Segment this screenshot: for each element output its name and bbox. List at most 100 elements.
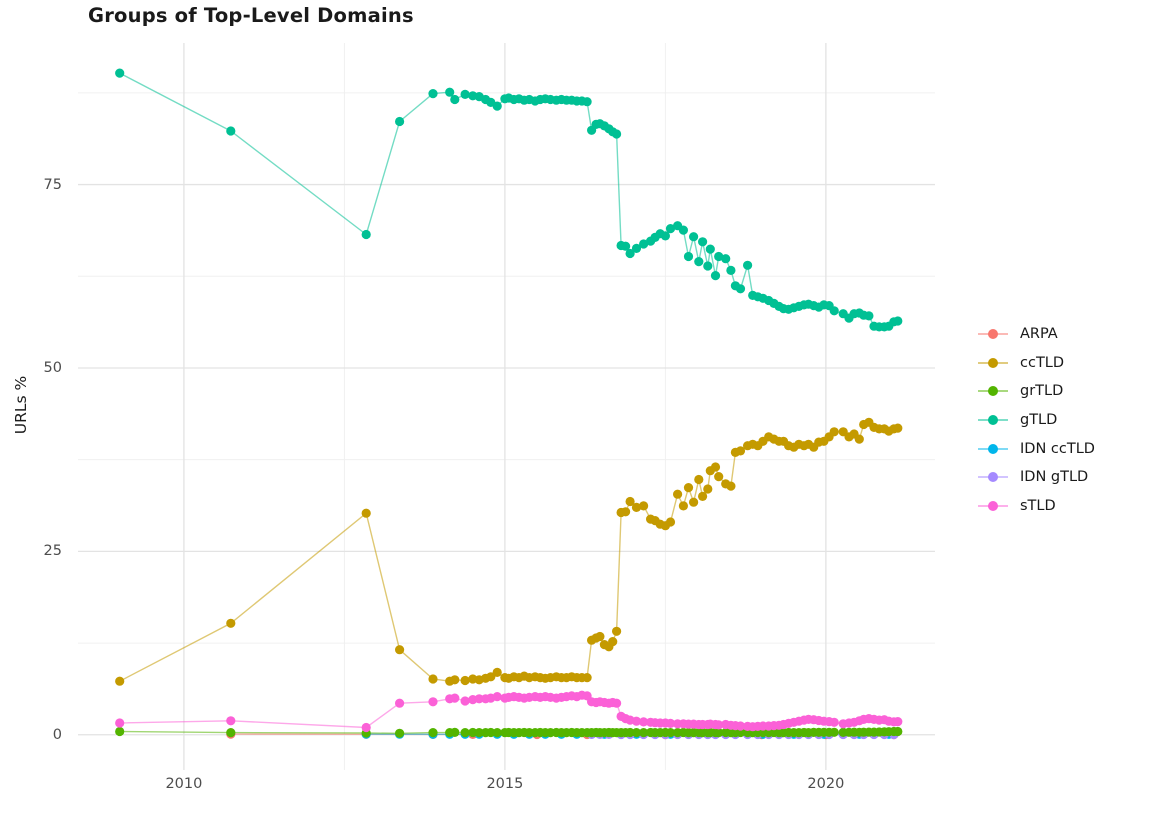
data-point [115, 726, 125, 737]
data-point [665, 517, 676, 527]
data-point [450, 94, 460, 105]
data-point [735, 284, 746, 294]
data-point [450, 693, 460, 703]
data-point [395, 698, 405, 708]
legend-key-icon [978, 384, 1008, 398]
data-point [492, 101, 502, 111]
data-point [665, 718, 676, 729]
data-point [226, 728, 236, 738]
data-point [703, 261, 713, 271]
data-point [612, 626, 622, 636]
y-tick-label: 50 [43, 359, 62, 376]
data-point [683, 251, 694, 262]
data-point [582, 97, 592, 107]
y-axis-title: URLs % [12, 375, 30, 435]
data-point [612, 129, 622, 139]
x-tick-label: 2020 [807, 776, 845, 792]
data-point [608, 637, 618, 647]
data-point [660, 231, 671, 241]
data-point [115, 676, 125, 686]
data-point [625, 727, 635, 738]
data-point [621, 241, 631, 251]
data-point [460, 675, 470, 686]
data-point [893, 423, 903, 433]
data-point [893, 717, 903, 727]
y-tick-label: 0 [52, 726, 62, 743]
data-point [678, 225, 689, 235]
legend-item-arpa: ARPA [978, 320, 1095, 349]
data-point [445, 87, 455, 97]
data-point [631, 728, 642, 738]
data-point [486, 727, 496, 738]
data-point [735, 727, 746, 738]
data-point [698, 237, 708, 247]
data-point [639, 239, 649, 249]
data-point [735, 446, 746, 456]
data-point [395, 645, 405, 655]
data-point [639, 501, 649, 511]
data-point [714, 720, 724, 730]
data-point [631, 502, 642, 512]
data-point [639, 717, 649, 727]
data-point [893, 726, 903, 737]
data-point [721, 254, 731, 264]
data-point [631, 716, 642, 726]
data-point [625, 496, 635, 507]
data-point [115, 68, 125, 78]
series-cctld [115, 417, 903, 686]
data-point [492, 728, 502, 738]
x-tick-label: 2015 [486, 776, 524, 792]
legend-item-idn-cctld: IDN ccTLD [978, 434, 1095, 463]
data-point [226, 126, 236, 136]
series-line [119, 72, 898, 328]
data-point [710, 271, 721, 281]
legend-label: IDN gTLD [1020, 469, 1089, 486]
data-point [714, 251, 724, 262]
data-point [893, 316, 903, 326]
legend-dot-icon [988, 329, 998, 340]
data-point [226, 716, 236, 726]
data-point [829, 427, 839, 437]
data-point [665, 728, 676, 738]
legend-dot-icon [988, 357, 998, 368]
data-point [683, 483, 694, 493]
chart-title: Groups of Top-Level Domains [88, 4, 414, 27]
legend-label: ARPA [1020, 326, 1058, 343]
data-point [468, 727, 478, 738]
data-series [115, 68, 903, 740]
data-point [621, 507, 631, 517]
legend-item-grtld: grTLD [978, 377, 1095, 406]
legend-item-idn-gtld: IDN gTLD [978, 463, 1095, 492]
data-point [726, 265, 736, 275]
data-point [694, 257, 704, 267]
data-point [612, 698, 622, 708]
data-point [726, 481, 736, 491]
series-grtld [115, 726, 903, 738]
data-point [395, 728, 405, 738]
data-point [486, 672, 496, 682]
legend-label: IDN ccTLD [1020, 440, 1095, 457]
legend-key-icon [978, 442, 1008, 456]
data-point [854, 434, 864, 444]
legend-label: gTLD [1020, 412, 1058, 429]
legend-label: ccTLD [1020, 354, 1065, 371]
legend-dot-icon [988, 415, 998, 426]
x-tick-label: 2010 [165, 776, 203, 792]
data-point [703, 484, 713, 494]
data-point [743, 260, 753, 270]
data-point [678, 501, 689, 511]
data-point [428, 697, 438, 707]
data-point [673, 489, 683, 499]
data-point [689, 497, 699, 507]
data-point [735, 721, 746, 731]
data-point [492, 667, 502, 678]
data-point [226, 618, 236, 628]
data-point [474, 694, 484, 704]
legend-key-icon [978, 413, 1008, 427]
data-point [689, 232, 699, 242]
data-point [829, 306, 839, 316]
series-stld [115, 690, 903, 733]
legend-item-stld: sTLD [978, 492, 1095, 521]
data-point [474, 728, 484, 738]
